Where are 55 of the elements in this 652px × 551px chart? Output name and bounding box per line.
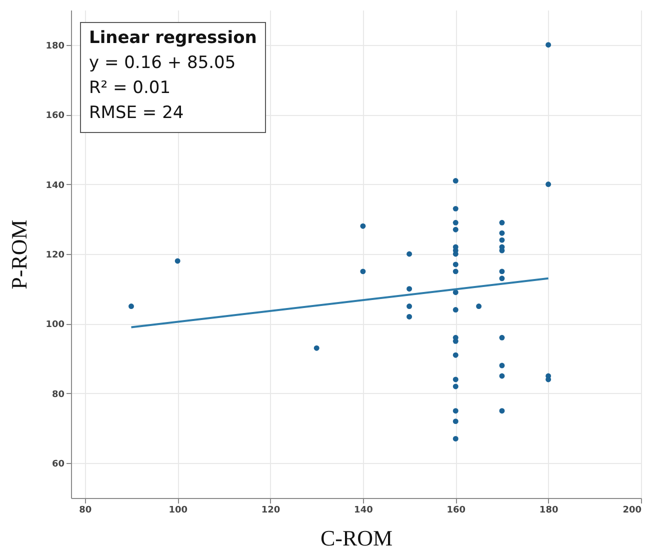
annotation: R² = 0.01 xyxy=(89,77,172,100)
point xyxy=(360,268,366,274)
point xyxy=(452,408,458,414)
x-tick-label: 200 xyxy=(622,506,642,516)
point xyxy=(452,178,458,184)
x-axis-title: C-ROM xyxy=(320,526,393,550)
point xyxy=(406,314,412,320)
point xyxy=(499,373,505,379)
point xyxy=(452,226,458,232)
x-tick-label: 180 xyxy=(539,506,558,516)
point xyxy=(128,304,134,310)
point xyxy=(499,268,505,274)
y-tick-label: 60 xyxy=(52,460,64,470)
point xyxy=(452,436,458,442)
point xyxy=(452,268,458,274)
point xyxy=(406,286,412,292)
point xyxy=(452,262,458,268)
annotation: Linear regression xyxy=(89,27,257,50)
annotation: RMSE = 24 xyxy=(89,102,185,125)
y-tick-label: 80 xyxy=(52,390,64,400)
point xyxy=(546,42,552,48)
point xyxy=(499,408,505,414)
point xyxy=(452,384,458,390)
point xyxy=(452,307,458,313)
y-axis-title: P-ROM xyxy=(6,220,32,290)
point xyxy=(452,220,458,226)
point xyxy=(174,258,180,264)
point xyxy=(406,251,412,257)
point xyxy=(452,418,458,424)
point xyxy=(499,237,505,243)
y-tick-label: 180 xyxy=(46,41,64,52)
y-tick-label: 140 xyxy=(46,180,64,191)
x-tick-label: 80 xyxy=(79,506,92,516)
point xyxy=(546,182,552,188)
point xyxy=(476,304,482,310)
annotation: y = 0.16 + 85.05 xyxy=(89,52,237,75)
point xyxy=(499,362,505,368)
point xyxy=(360,223,366,229)
point xyxy=(452,290,458,296)
point xyxy=(499,276,505,282)
y-tick-label: 160 xyxy=(46,111,64,122)
point xyxy=(452,352,458,358)
point xyxy=(406,304,412,310)
y-tick-label: 100 xyxy=(46,320,64,330)
point xyxy=(452,206,458,212)
point xyxy=(452,376,458,382)
x-tick-label: 140 xyxy=(354,506,373,516)
y-tick-label: 120 xyxy=(46,250,64,260)
x-tick-label: 120 xyxy=(261,506,280,516)
x-tick-label: 100 xyxy=(168,506,188,516)
point xyxy=(314,345,320,351)
point xyxy=(499,230,505,236)
point xyxy=(499,220,505,226)
x-tick-label: 160 xyxy=(446,506,466,516)
point xyxy=(499,334,505,340)
